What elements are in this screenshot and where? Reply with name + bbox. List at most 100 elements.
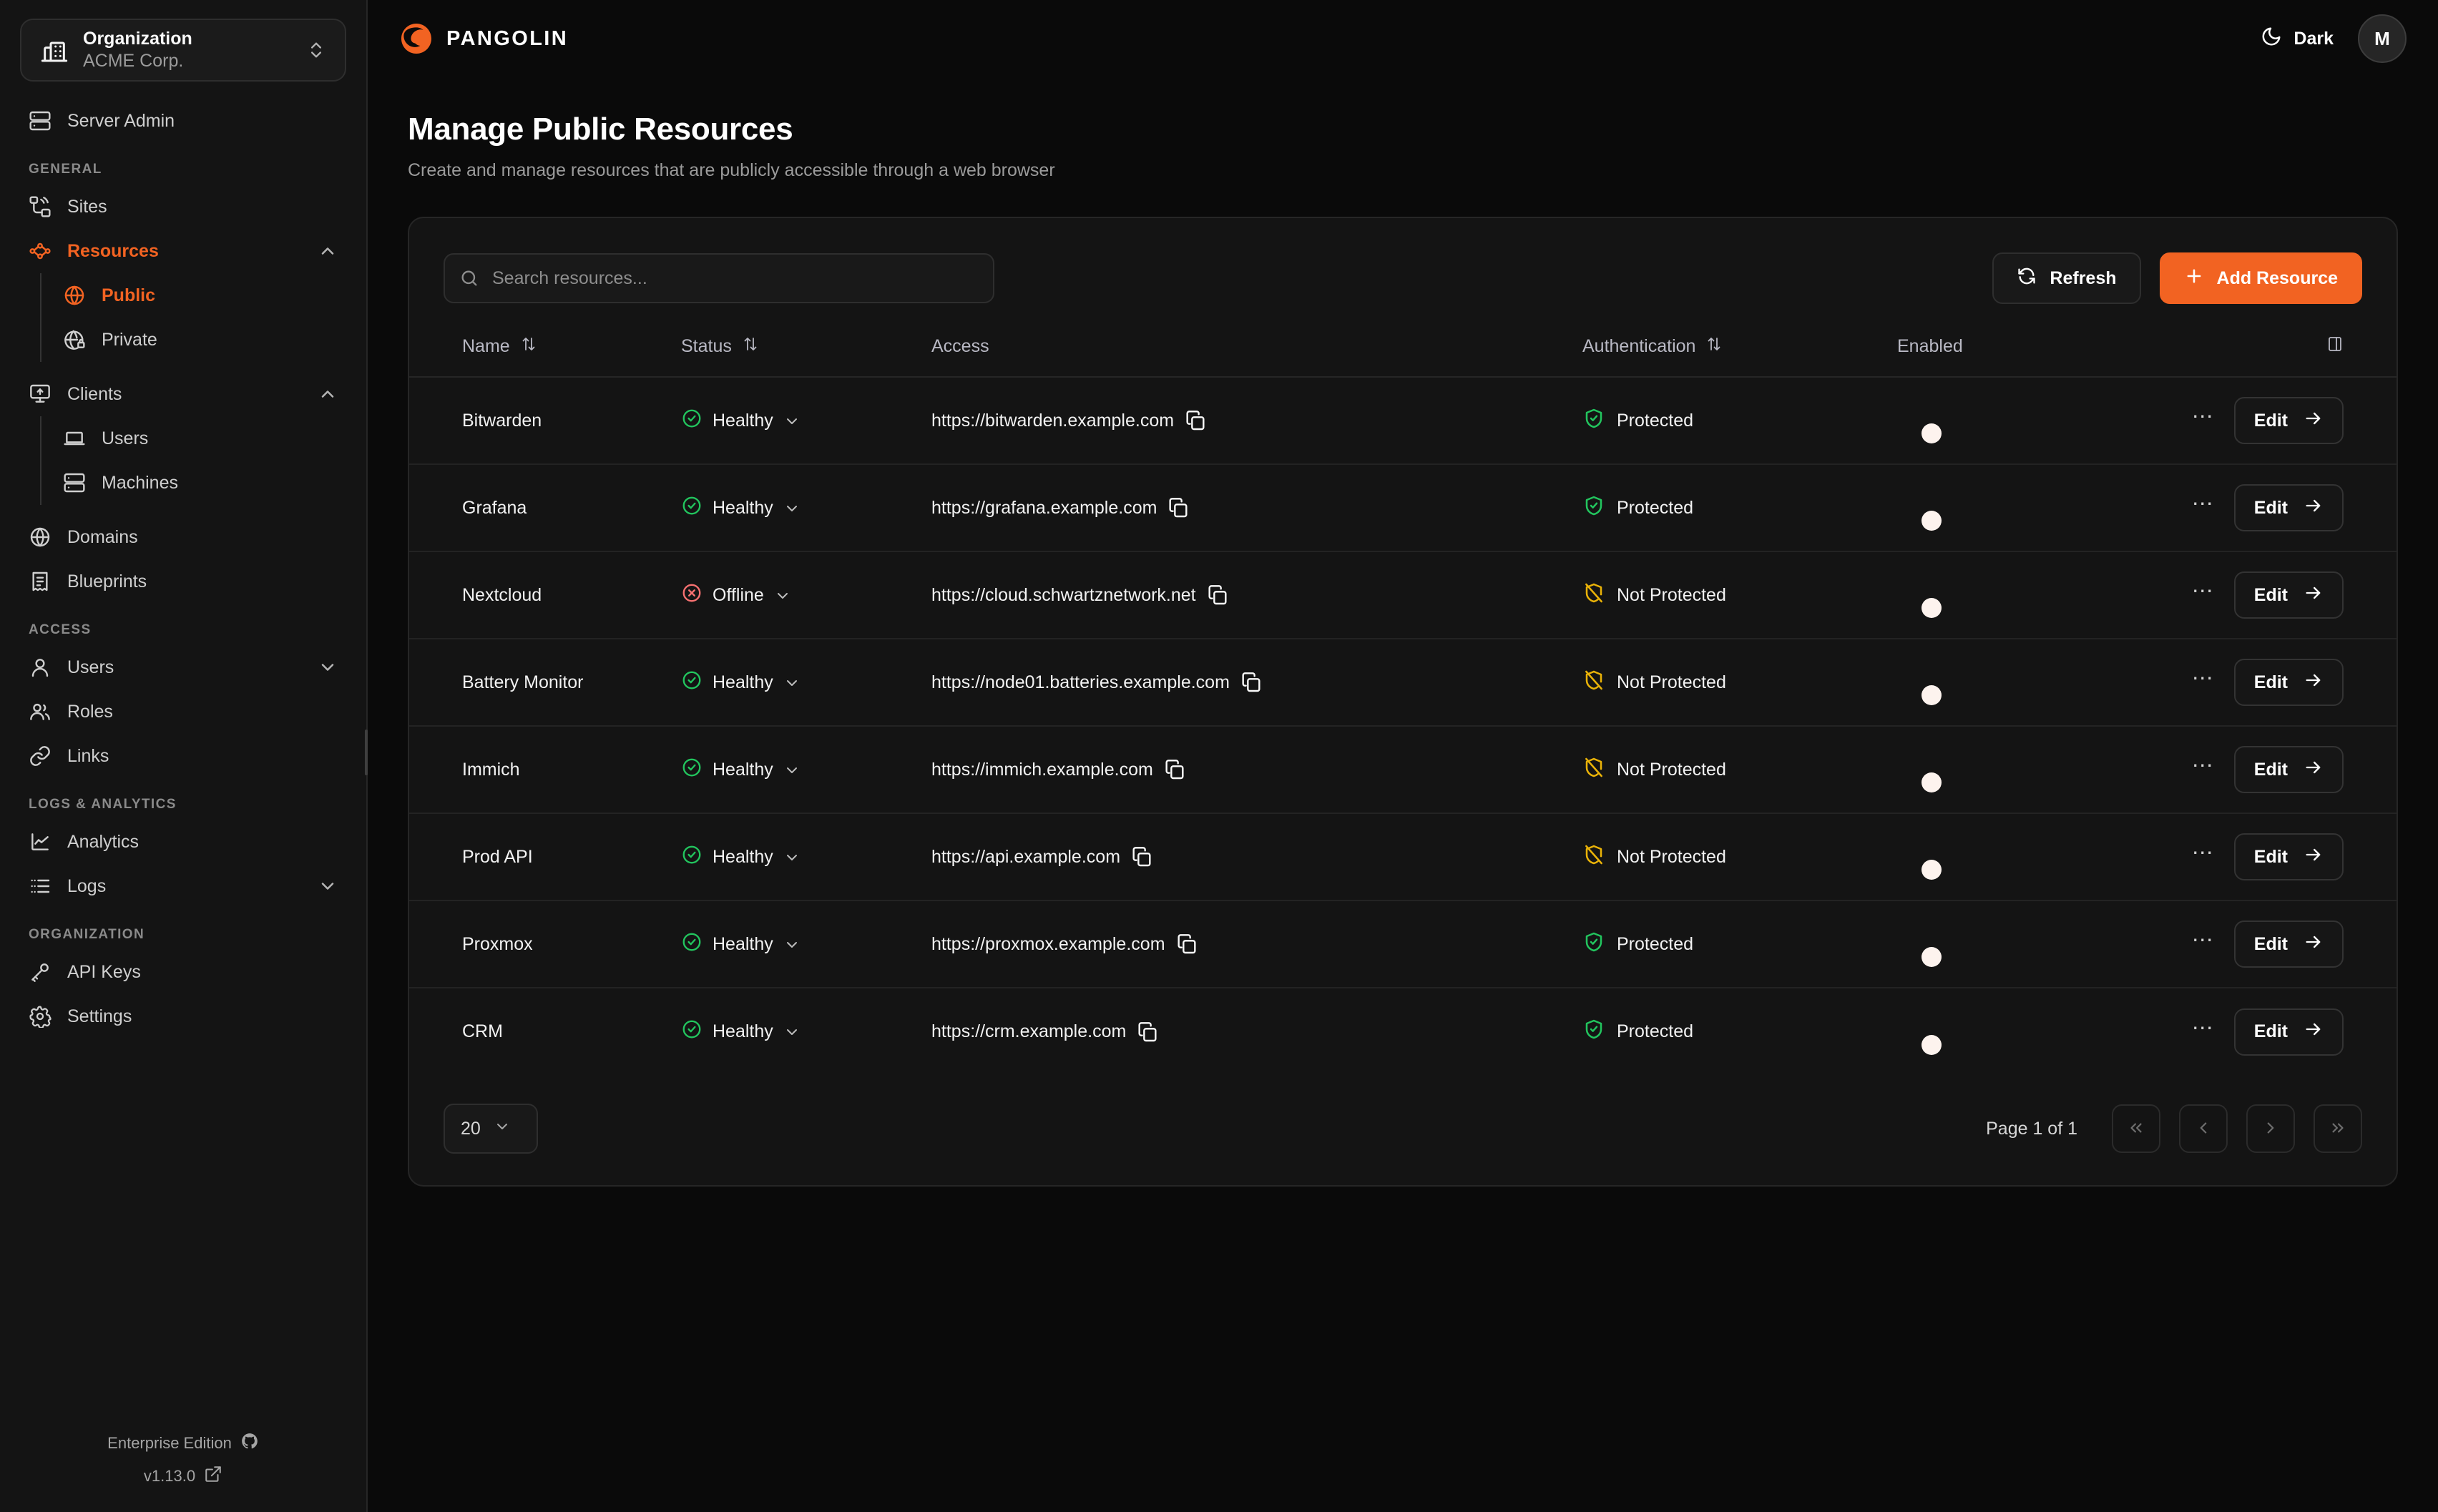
- sidebar-section-access: ACCESS: [29, 622, 92, 637]
- sidebar-item-resources[interactable]: Resources: [20, 229, 346, 273]
- status-badge[interactable]: Healthy: [681, 931, 931, 958]
- sidebar-scrollbar[interactable]: [365, 730, 368, 775]
- org-switcher[interactable]: Organization ACME Corp.: [20, 19, 346, 82]
- sidebar-subnav-resources: Public Private: [40, 273, 346, 362]
- edit-button[interactable]: Edit: [2233, 921, 2344, 968]
- status-badge[interactable]: Offline: [681, 582, 931, 609]
- column-header-access-label: Access: [931, 336, 989, 356]
- edit-button[interactable]: Edit: [2233, 746, 2344, 793]
- brand-logo[interactable]: PANGOLIN: [399, 21, 568, 56]
- last-page-button[interactable]: [2314, 1104, 2362, 1153]
- avatar[interactable]: M: [2358, 14, 2407, 63]
- sidebar-item-label: Clients: [67, 383, 122, 404]
- brand-name: PANGOLIN: [446, 26, 569, 50]
- sidebar-item-logs[interactable]: Logs: [20, 864, 346, 908]
- sidebar-item-api-keys[interactable]: API Keys: [20, 950, 346, 994]
- status-badge[interactable]: Healthy: [681, 669, 931, 696]
- sidebar-item-clients-users[interactable]: Users: [41, 416, 346, 461]
- sidebar-item-public[interactable]: Public: [41, 273, 346, 318]
- sidebar-item-analytics[interactable]: Analytics: [20, 820, 346, 864]
- table-row[interactable]: Battery Monitor Healthy https://node01.bat…: [409, 639, 2397, 727]
- edit-button[interactable]: Edit: [2233, 659, 2344, 706]
- copy-icon[interactable]: [1184, 409, 1207, 432]
- sidebar-item-label: Sites: [67, 196, 107, 217]
- row-menu-button[interactable]: ⋯: [2191, 579, 2216, 603]
- edition-line[interactable]: Enterprise Edition: [107, 1432, 259, 1455]
- auth-label: Protected: [1617, 933, 1694, 954]
- add-resource-button[interactable]: Add Resource: [2159, 252, 2362, 304]
- server-icon: [63, 471, 86, 494]
- sidebar-item-server-admin[interactable]: Server Admin: [20, 99, 346, 143]
- sidebar-item-label: Links: [67, 745, 109, 766]
- add-resource-label: Add Resource: [2216, 267, 2338, 288]
- sidebar-item-roles[interactable]: Roles: [20, 689, 346, 734]
- column-header-authentication-label: Authentication: [1582, 336, 1696, 356]
- theme-toggle[interactable]: Dark: [2261, 26, 2334, 52]
- table-row[interactable]: CRM Healthy https://crm.example.com Protect…: [409, 988, 2397, 1075]
- sort-icon: [520, 335, 537, 358]
- row-menu-button[interactable]: ⋯: [2191, 841, 2216, 865]
- column-header-authentication[interactable]: Authentication: [1582, 335, 1897, 378]
- refresh-button[interactable]: Refresh: [1992, 252, 2141, 304]
- edit-button[interactable]: Edit: [2233, 833, 2344, 880]
- chevron-down-icon: [783, 760, 801, 780]
- copy-icon[interactable]: [1175, 933, 1198, 956]
- status-label: Healthy: [713, 1021, 773, 1041]
- row-menu-button[interactable]: ⋯: [2191, 492, 2216, 516]
- page-size-select[interactable]: 20: [444, 1104, 538, 1154]
- copy-icon[interactable]: [1130, 845, 1153, 868]
- status-badge[interactable]: Healthy: [681, 1018, 931, 1045]
- sidebar-item-sites[interactable]: Sites: [20, 185, 346, 229]
- row-menu-button[interactable]: ⋯: [2191, 754, 2216, 777]
- cell-name: Immich: [409, 726, 681, 814]
- table-row[interactable]: Immich Healthy https://immich.example.com N…: [409, 726, 2397, 814]
- resources-icon: [29, 240, 52, 262]
- sidebar-item-blueprints[interactable]: Blueprints: [20, 559, 346, 604]
- sidebar-item-clients[interactable]: Clients: [20, 372, 346, 416]
- version-line[interactable]: v1.13.0: [144, 1465, 222, 1488]
- copy-icon[interactable]: [1136, 1021, 1159, 1044]
- table-row[interactable]: Bitwarden Healthy https://bitwarden.exampl…: [409, 377, 2397, 465]
- table-row[interactable]: Nextcloud Offline https://cloud.schwartzne…: [409, 551, 2397, 639]
- copy-icon[interactable]: [1206, 584, 1229, 607]
- edit-button[interactable]: Edit: [2233, 571, 2344, 619]
- previous-page-button[interactable]: [2179, 1104, 2228, 1153]
- status-badge[interactable]: Healthy: [681, 844, 931, 870]
- status-badge[interactable]: Healthy: [681, 408, 931, 434]
- cell-access: https://proxmox.example.com: [931, 900, 1582, 988]
- row-menu-button[interactable]: ⋯: [2191, 405, 2216, 428]
- sidebar-item-clients-machines[interactable]: Machines: [41, 461, 346, 505]
- table-row[interactable]: Proxmox Healthy https://proxmox.example.co…: [409, 900, 2397, 988]
- column-header-name[interactable]: Name: [409, 335, 681, 378]
- table-head: Name Status: [409, 335, 2397, 378]
- edit-label: Edit: [2253, 1021, 2288, 1041]
- row-menu-button[interactable]: ⋯: [2191, 1016, 2216, 1040]
- status-badge[interactable]: Healthy: [681, 495, 931, 521]
- github-icon[interactable]: [240, 1432, 259, 1455]
- table-row[interactable]: Prod API Healthy https://api.example.com No…: [409, 813, 2397, 901]
- edit-button[interactable]: Edit: [2233, 397, 2344, 444]
- search-input[interactable]: [444, 253, 994, 303]
- table-row[interactable]: Grafana Healthy https://grafana.example.co…: [409, 464, 2397, 552]
- sidebar-item-links[interactable]: Links: [20, 734, 346, 778]
- first-page-button[interactable]: [2112, 1104, 2160, 1153]
- copy-icon[interactable]: [1163, 758, 1186, 781]
- status-badge[interactable]: Healthy: [681, 757, 931, 783]
- auth-protected-icon: [1582, 494, 1605, 522]
- external-link-icon[interactable]: [204, 1465, 222, 1488]
- column-toggle-icon[interactable]: [2326, 335, 2344, 358]
- edit-button[interactable]: Edit: [2233, 484, 2344, 531]
- sidebar-item-private[interactable]: Private: [41, 318, 346, 362]
- sidebar-item-users[interactable]: Users: [20, 645, 346, 689]
- edit-button[interactable]: Edit: [2233, 1008, 2344, 1056]
- top-bar-right: Dark M: [2261, 14, 2407, 63]
- next-page-button[interactable]: [2246, 1104, 2295, 1153]
- copy-icon[interactable]: [1240, 671, 1263, 694]
- copy-icon[interactable]: [1167, 496, 1190, 519]
- sidebar-item-domains[interactable]: Domains: [20, 515, 346, 559]
- auth-protected-icon: [1582, 1018, 1605, 1046]
- column-header-status[interactable]: Status: [681, 335, 931, 378]
- row-menu-button[interactable]: ⋯: [2191, 928, 2216, 952]
- row-menu-button[interactable]: ⋯: [2191, 667, 2216, 690]
- sidebar-item-settings[interactable]: Settings: [20, 994, 346, 1039]
